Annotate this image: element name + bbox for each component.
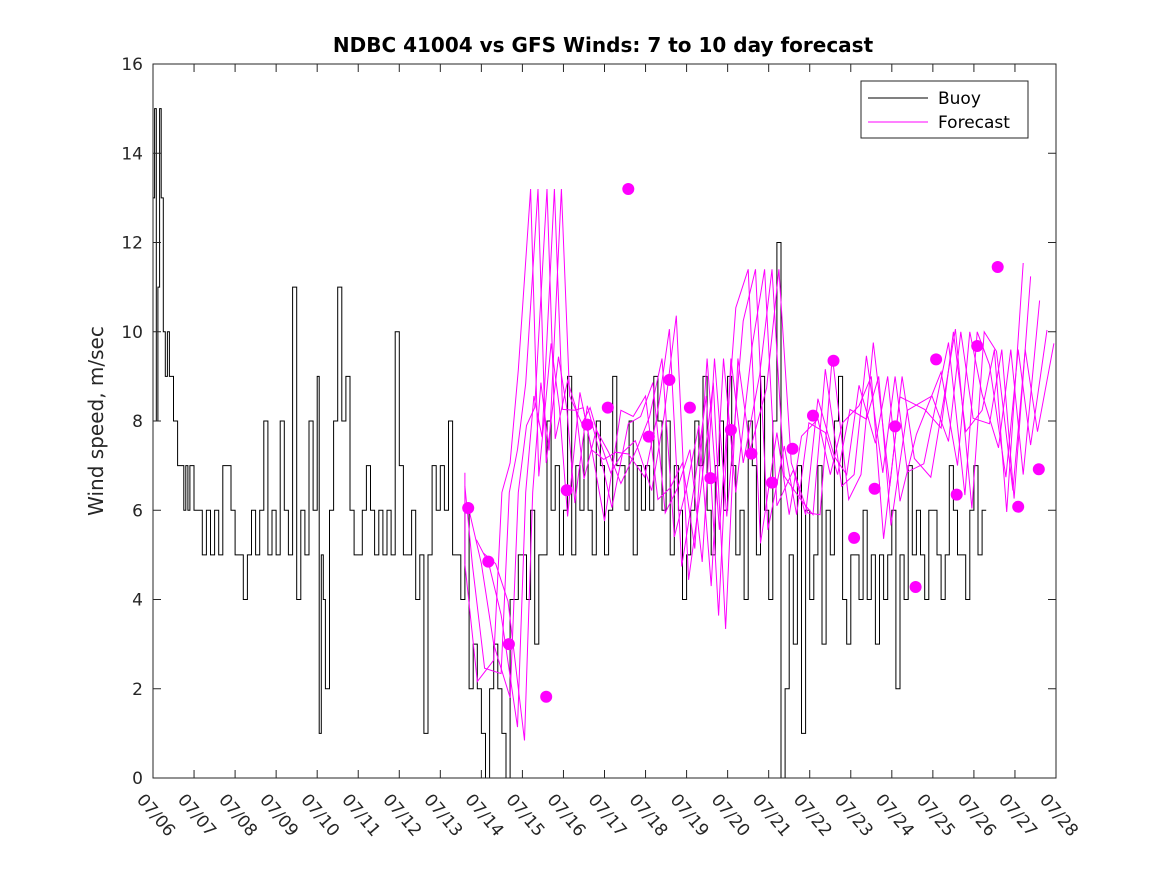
forecast-point (704, 472, 717, 485)
legend-forecast-label: Forecast (938, 113, 1010, 133)
y-tick-label: 8 (132, 412, 143, 432)
forecast-point (540, 690, 553, 703)
forecast-trace-1 (475, 188, 1048, 728)
forecast-point (622, 183, 635, 195)
y-axis-label: Wind speed, m/sec (84, 326, 108, 516)
forecast-point (991, 261, 1004, 273)
forecast-point (889, 420, 902, 433)
y-tick-label: 10 (121, 323, 143, 343)
forecast-trace-2 (464, 188, 1032, 675)
forecast-point (827, 354, 840, 367)
chart-title: NDBC 41004 vs GFS Winds: 7 to 10 day for… (333, 33, 874, 57)
y-tick-label: 14 (121, 144, 143, 164)
forecast-point (971, 340, 984, 352)
buoy-line (153, 108, 987, 779)
legend: Buoy Forecast (860, 80, 1029, 139)
forecast-point (807, 409, 819, 422)
forecast-series (462, 183, 1055, 741)
forecast-trace-4 (464, 188, 1024, 683)
forecast-point (766, 476, 778, 489)
y-tick-label: 2 (132, 680, 143, 700)
forecast-point (581, 418, 594, 431)
forecast-point (1032, 463, 1045, 476)
forecast-point (683, 401, 696, 414)
forecast-point (745, 447, 758, 460)
forecast-point (1012, 500, 1025, 513)
forecast-point (930, 353, 943, 366)
plot-area (153, 64, 1056, 778)
y-tick-label: 4 (132, 591, 143, 611)
forecast-point (601, 401, 614, 414)
forecast-point (909, 581, 922, 593)
legend-box (860, 80, 1029, 139)
forecast-point (642, 430, 655, 443)
buoy-series (153, 108, 987, 779)
forecast-point (950, 488, 963, 501)
forecast-point (560, 484, 573, 497)
y-tick-label: 16 (121, 55, 143, 75)
y-tick-label: 6 (132, 501, 143, 521)
legend-buoy-label: Buoy (938, 89, 981, 109)
y-tick-label: 12 (121, 234, 143, 254)
forecast-point (724, 423, 737, 436)
y-tick-label: 0 (132, 769, 143, 789)
forecast-point (663, 373, 676, 386)
forecast-point (848, 531, 861, 544)
forecast-point (868, 482, 881, 495)
forecast-point (786, 442, 799, 455)
forecast-point (482, 555, 495, 568)
plot-background (153, 64, 1056, 778)
forecast-point (462, 502, 475, 514)
forecast-point (502, 638, 515, 651)
